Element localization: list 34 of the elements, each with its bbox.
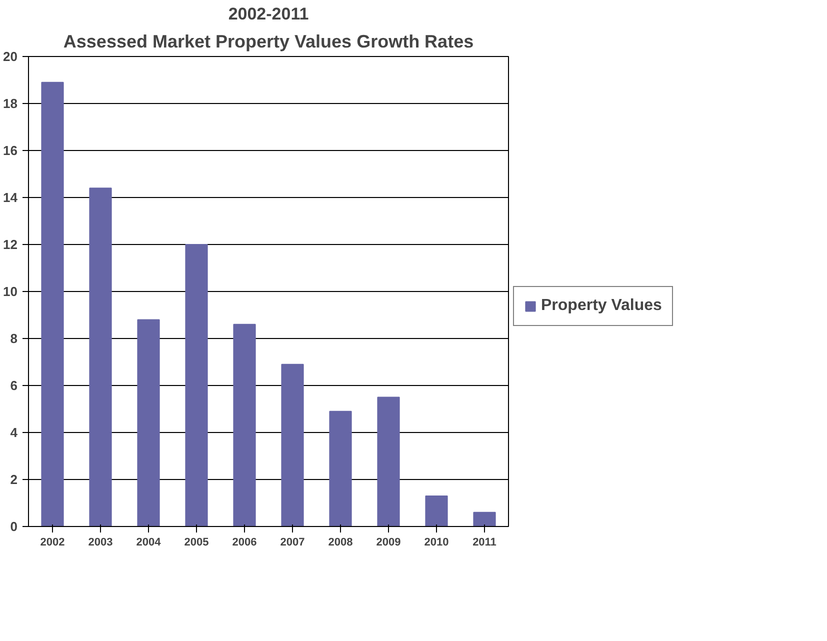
x-tick-label: 2006 [232, 536, 257, 548]
y-tick-label: 18 [3, 96, 18, 111]
x-tick-label: 2002 [40, 536, 65, 548]
y-tick-label: 4 [10, 425, 18, 440]
chart-subtitle: Assessed Market Property Values Growth Rates [63, 32, 474, 52]
bar [425, 495, 448, 526]
y-tick-label: 16 [3, 143, 18, 158]
chart-title: 2002-2011 [228, 4, 309, 24]
bar [89, 188, 112, 526]
x-tick-label: 2008 [328, 536, 353, 548]
x-tick-label: 2009 [376, 536, 401, 548]
bar [185, 244, 208, 526]
bar [377, 396, 400, 526]
bar [281, 364, 304, 526]
y-tick-label: 8 [10, 331, 18, 346]
y-tick-label: 14 [3, 190, 18, 205]
x-tick-label: 2007 [280, 536, 305, 548]
bar [137, 319, 160, 526]
x-tick-label: 2005 [184, 536, 209, 548]
bar [473, 512, 496, 526]
y-tick-label: 12 [3, 237, 18, 252]
y-tick-label: 10 [3, 284, 18, 299]
y-tick-label: 6 [10, 378, 18, 393]
y-tick-label: 0 [10, 519, 18, 534]
x-tick-label: 2010 [424, 536, 449, 548]
x-tick-label: 2004 [136, 536, 162, 548]
legend-label: Property Values [541, 297, 662, 315]
y-tick-label: 20 [3, 49, 18, 64]
x-tick-label: 2011 [472, 536, 496, 548]
x-tick-label: 2003 [88, 536, 113, 548]
y-tick-label: 2 [10, 472, 18, 487]
bar [41, 82, 64, 526]
bar [233, 324, 256, 526]
bar [329, 410, 352, 526]
